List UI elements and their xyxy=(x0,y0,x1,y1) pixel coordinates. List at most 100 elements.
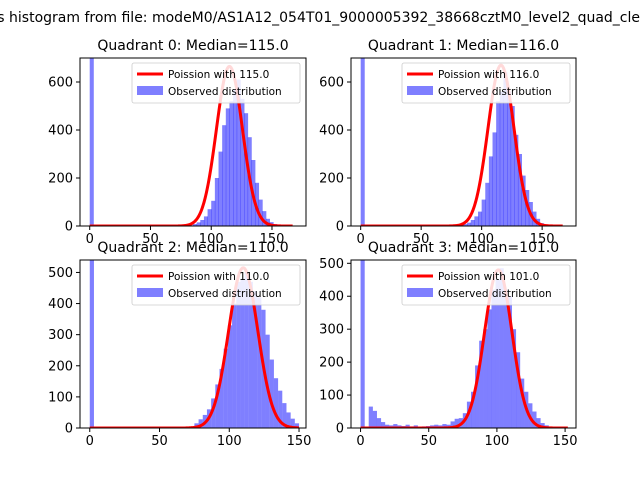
histogram-bar xyxy=(372,410,377,428)
x-tick-label: 100 xyxy=(199,232,224,247)
histogram-bar xyxy=(478,211,483,226)
legend-box xyxy=(401,264,571,306)
histogram-bar xyxy=(474,216,479,226)
x-tick-label: 0 xyxy=(357,232,365,247)
histogram-bar xyxy=(487,309,492,428)
histogram-bar xyxy=(360,58,365,226)
histogram-bar xyxy=(536,418,541,428)
poisson-line xyxy=(359,268,569,428)
histogram-bar xyxy=(503,289,508,428)
histogram-bar xyxy=(89,58,94,226)
histogram-bar xyxy=(471,391,476,428)
histogram-bar xyxy=(233,89,238,226)
histogram-bar xyxy=(540,423,545,428)
y-tick-label: 300 xyxy=(319,323,344,338)
histogram-bar xyxy=(470,220,475,226)
histogram-bar xyxy=(198,419,203,428)
legend-bar-label: Observed distribution xyxy=(168,86,282,98)
legend-box xyxy=(131,62,301,104)
panel-1: Quadrant 1: Median=116.0 0 50 100 150 0 200 400… xyxy=(319,38,577,247)
histogram-bar xyxy=(222,125,227,226)
histogram-bar xyxy=(485,182,490,226)
histogram-bar xyxy=(215,384,220,428)
legend-bar-swatch xyxy=(137,288,163,297)
x-tick-label: 100 xyxy=(484,434,509,449)
y-tick-label: 100 xyxy=(319,389,344,404)
plot-area xyxy=(88,260,300,428)
axes-frame xyxy=(350,259,577,429)
y-tick-label: 200 xyxy=(48,172,73,187)
legend-bar-label: Observed distribution xyxy=(438,86,552,98)
histogram-bar xyxy=(269,359,274,428)
x-tick-label: 50 xyxy=(420,434,437,449)
histogram-bar xyxy=(481,199,486,226)
histogram-bar xyxy=(244,272,249,428)
histogram-bar xyxy=(240,278,245,428)
histogram-bar xyxy=(360,260,365,428)
y-tick-label: 0 xyxy=(65,422,73,437)
histogram-bar xyxy=(492,132,497,226)
y-tick-label: 100 xyxy=(48,390,73,405)
histogram-bar xyxy=(223,348,228,428)
histogram-bar xyxy=(196,222,201,226)
histogram-bar xyxy=(503,72,508,226)
histogram-bar xyxy=(225,108,230,226)
y-tick-label: 600 xyxy=(319,76,344,91)
histogram-bar xyxy=(257,297,262,428)
histogram-bar xyxy=(236,281,241,428)
legend-line-label: Poission with 116.0 xyxy=(438,69,539,81)
histogram-bar xyxy=(510,106,515,226)
x-tick-label: 50 xyxy=(142,232,159,247)
x-tick-label: 100 xyxy=(217,434,242,449)
legend: Poission with 110.0 Observed distribution xyxy=(131,264,301,306)
histogram-bar xyxy=(200,220,205,226)
y-tick-label: 400 xyxy=(48,124,73,139)
panel-title: Quadrant 3: Median=101.0 xyxy=(368,240,559,256)
histogram-bar xyxy=(514,134,519,226)
histogram-bar xyxy=(258,199,263,226)
histogram-bar xyxy=(520,378,525,428)
histogram-bar xyxy=(454,418,459,428)
legend: Poission with 115.0 Observed distribution xyxy=(131,62,301,104)
histogram-bar xyxy=(376,418,382,428)
panel-title: Quadrant 0: Median=115.0 xyxy=(97,38,288,54)
histogram-bar xyxy=(203,216,209,226)
histogram-bar xyxy=(467,222,472,226)
legend-bar-swatch xyxy=(407,288,433,297)
panel-2: Quadrant 2: Median=110.0 0 50 100 150 0 100 200… xyxy=(48,240,311,449)
histogram-bar xyxy=(290,418,295,428)
legend: Poission with 116.0 Observed distribution xyxy=(401,62,571,104)
histogram-bar xyxy=(294,423,300,428)
y-tick-label: 0 xyxy=(336,422,344,437)
y-tick-label: 400 xyxy=(48,297,73,312)
poisson-line xyxy=(88,64,294,226)
histogram-bar xyxy=(496,101,501,226)
x-tick-label: 50 xyxy=(151,434,168,449)
legend: Poission with 101.0 Observed distribution xyxy=(401,264,571,306)
histogram-bar xyxy=(248,281,253,428)
histogram-bar xyxy=(393,424,398,428)
x-tick-label: 150 xyxy=(260,232,285,247)
histogram-bar xyxy=(517,154,522,226)
histogram-bar xyxy=(450,421,455,428)
y-tick-label: 0 xyxy=(336,220,344,235)
histogram-bar xyxy=(479,340,484,428)
legend-box xyxy=(131,264,301,306)
poisson-line xyxy=(88,266,300,428)
histogram-bar xyxy=(463,224,468,226)
histogram-bar xyxy=(211,200,216,226)
y-tick-label: 200 xyxy=(319,172,344,187)
poisson-line xyxy=(359,63,564,226)
x-tick-label: 50 xyxy=(413,232,430,247)
panel-3: Quadrant 3: Median=101.0 0 50 100 150 0 100 200… xyxy=(319,240,577,449)
histogram-bar xyxy=(385,424,390,428)
histogram-bar xyxy=(218,151,223,226)
panel-title: Quadrant 2: Median=110.0 xyxy=(97,240,288,256)
histogram-bar xyxy=(211,398,216,428)
histogram-bar xyxy=(368,406,373,428)
y-tick-label: 400 xyxy=(319,290,344,305)
y-tick-label: 500 xyxy=(319,257,344,272)
y-tick-label: 200 xyxy=(319,356,344,371)
plot-area xyxy=(359,260,569,428)
